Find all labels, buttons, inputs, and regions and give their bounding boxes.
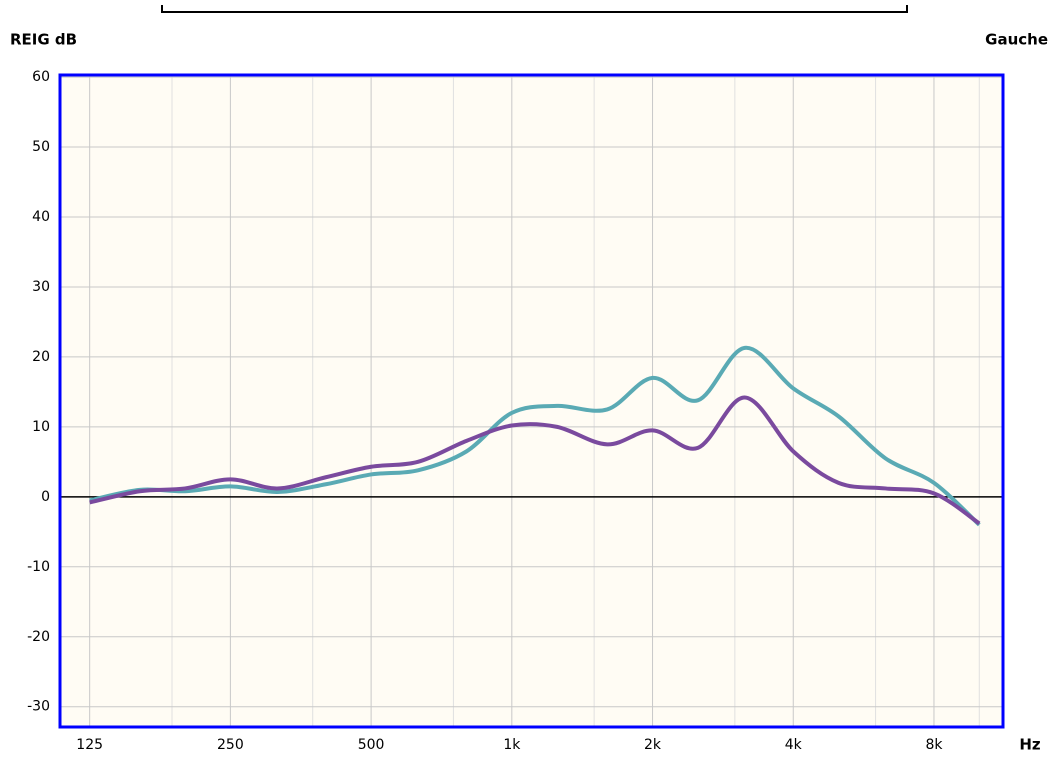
y-tick-label: 10 <box>32 419 50 435</box>
y-tick-label: -20 <box>27 629 50 645</box>
series-line <box>89 395 981 526</box>
y-tick-label: -30 <box>27 699 50 715</box>
x-tick-label: 2k <box>644 737 662 753</box>
x-tick-label: 500 <box>358 737 385 753</box>
side-label: Gauche <box>985 31 1048 49</box>
y-tick-label: 60 <box>32 69 50 85</box>
y-tick-label: 30 <box>32 279 50 295</box>
y-tick-label: 0 <box>41 489 50 505</box>
x-tick-label: 125 <box>76 737 103 753</box>
x-tick-label: 250 <box>217 737 244 753</box>
plot-border <box>58 73 1005 729</box>
x-axis-label: Hz <box>1019 736 1041 754</box>
y-tick-label: 50 <box>32 139 50 155</box>
x-tick-label: 4k <box>785 737 803 753</box>
series-line <box>89 345 981 527</box>
y-tick-label: 20 <box>32 349 50 365</box>
x-tick-label: 8k <box>925 737 943 753</box>
y-tick-label: -10 <box>27 559 50 575</box>
bracket <box>161 5 908 13</box>
y-axis-label: REIG dB <box>10 31 77 49</box>
x-tick-label: 1k <box>503 737 521 753</box>
plot-area <box>60 75 1003 727</box>
y-tick-label: 40 <box>32 209 50 225</box>
